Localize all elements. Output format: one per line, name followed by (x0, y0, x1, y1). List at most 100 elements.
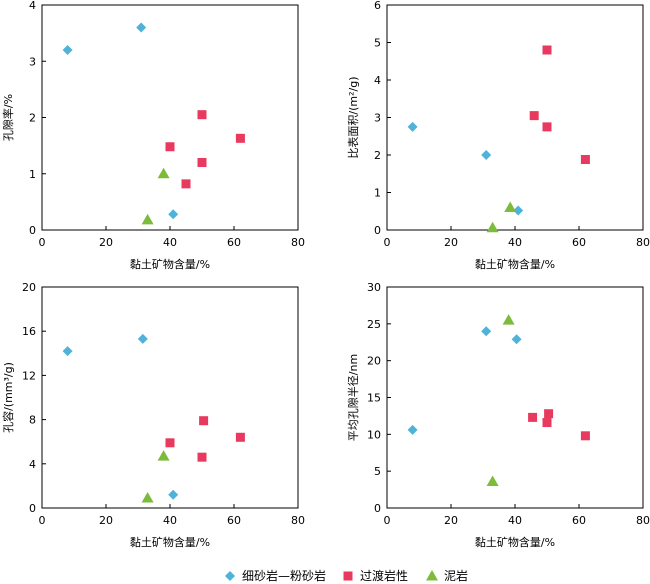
data-point-diamond (137, 333, 148, 344)
x-tick-label: 80 (291, 236, 305, 249)
data-point-diamond (168, 209, 179, 220)
y-tick-label: 30 (367, 281, 381, 294)
data-point-square (580, 431, 590, 441)
data-point-diamond (62, 346, 73, 357)
data-point-triangle (157, 167, 170, 179)
x-axis-title: 黏土矿物含量/% (130, 257, 210, 271)
x-tick-label: 60 (572, 514, 586, 527)
legend-label: 过渡岩性 (360, 568, 408, 583)
data-point-square (542, 418, 552, 428)
plot-frame (41, 286, 299, 509)
data-point-square (235, 133, 245, 143)
x-tick-label: 60 (227, 236, 241, 249)
data-point-triangle (504, 201, 517, 212)
data-point-square (181, 179, 191, 189)
data-point-square (542, 45, 552, 55)
x-axis-title: 黏土矿物含量/% (130, 535, 210, 549)
x-tick-label: 60 (227, 514, 241, 527)
data-point-square (235, 432, 245, 442)
x-tick-label: 0 (39, 236, 46, 249)
y-tick-label: 10 (367, 428, 381, 441)
data-point-diamond (407, 424, 418, 435)
data-point-diamond (511, 334, 522, 345)
legend-item: 过渡岩性 (343, 568, 408, 583)
x-tick-label: 0 (384, 514, 391, 527)
x-tick-label: 40 (508, 514, 522, 527)
y-tick-label: 5 (374, 37, 381, 50)
y-tick-label: 5 (374, 465, 381, 478)
x-tick-label: 20 (99, 514, 113, 527)
x-tick-label: 60 (572, 236, 586, 249)
data-point-square (529, 111, 539, 121)
data-point-diamond (168, 489, 179, 500)
x-tick-label: 40 (508, 236, 522, 249)
y-tick-label: 0 (29, 224, 36, 237)
y-tick-label: 0 (29, 502, 36, 515)
y-axis-title: 平均孔隙半径/nm (346, 354, 360, 441)
y-tick-label: 0 (374, 224, 381, 237)
legend-item: 泥岩 (426, 568, 468, 583)
plot-frame (386, 4, 644, 231)
legend-item: 细砂岩—粉砂岩 (225, 568, 326, 583)
y-tick-label: 15 (367, 392, 381, 405)
y-tick-label: 1 (29, 168, 36, 181)
data-point-triangle (486, 221, 499, 233)
x-tick-label: 20 (444, 514, 458, 527)
x-axis-title: 黏土矿物含量/% (475, 535, 555, 549)
data-point-square (542, 122, 552, 132)
x-axis-title: 黏土矿物含量/% (475, 257, 555, 271)
scatter-panel-3: 0 20 40 60 80 0 4 8 12 16 20 黏土矿物含量/% 孔容/(mm³/g) (1, 281, 305, 549)
data-point-triangle (486, 475, 499, 486)
data-point-triangle (141, 492, 154, 503)
plot-frame (386, 286, 644, 509)
data-point-diamond (481, 326, 492, 337)
data-point-square (197, 158, 207, 167)
x-tick-label: 0 (39, 514, 46, 527)
x-tick-label: 80 (636, 236, 650, 249)
data-point-triangle (502, 314, 515, 325)
x-tick-label: 0 (384, 236, 391, 249)
legend-marker-triangle (426, 570, 438, 581)
data-point-square (165, 438, 175, 448)
y-axis-title: 孔容/(mm³/g) (1, 362, 15, 433)
data-point-diamond (136, 22, 147, 33)
legend-marker-diamond (225, 571, 235, 581)
data-point-square (197, 452, 207, 462)
scatter-panel-2: 0 20 40 60 80 0 1 2 3 4 5 6 黏土矿物含量/% 比表面积/(m²/g) (346, 0, 650, 271)
legend-label: 泥岩 (444, 568, 468, 583)
y-tick-label: 2 (374, 149, 381, 162)
y-tick-label: 8 (29, 414, 36, 427)
data-point-square (199, 416, 209, 426)
data-point-triangle (141, 213, 154, 225)
y-tick-label: 3 (374, 112, 381, 125)
data-point-diamond (62, 45, 73, 55)
x-tick-label: 80 (636, 514, 650, 527)
data-point-triangle (157, 450, 170, 461)
data-point-diamond (513, 205, 524, 216)
x-tick-label: 20 (444, 236, 458, 249)
x-tick-label: 40 (163, 514, 177, 527)
y-tick-label: 0 (374, 502, 381, 515)
y-tick-label: 25 (367, 318, 381, 331)
data-point-square (580, 155, 590, 164)
y-axis-title: 孔隙率/% (1, 94, 15, 141)
scatter-panel-1: 0 20 40 60 80 0 1 2 3 4 黏土矿物含量/% 孔隙率/% (1, 0, 305, 271)
y-tick-label: 4 (374, 74, 381, 87)
y-axis-title: 比表面积/(m²/g) (346, 76, 360, 158)
y-tick-label: 16 (22, 325, 36, 338)
data-point-diamond (407, 121, 418, 132)
scatter-panel-4: 0 20 40 60 80 0 5 10 15 20 25 30 黏土矿物含量/% 平均孔隙半径/nm (346, 281, 650, 549)
x-tick-label: 40 (163, 236, 177, 249)
legend: 细砂岩—粉砂岩 过渡岩性 泥岩 (225, 568, 468, 583)
y-tick-label: 1 (374, 187, 381, 200)
y-tick-label: 20 (367, 355, 381, 368)
data-point-diamond (481, 150, 492, 160)
x-tick-label: 20 (99, 236, 113, 249)
plot-frame (41, 4, 299, 231)
legend-label: 细砂岩—粉砂岩 (242, 568, 326, 583)
data-point-square (165, 142, 175, 152)
y-tick-label: 6 (374, 0, 381, 12)
data-point-square (197, 110, 207, 120)
y-tick-label: 20 (22, 281, 36, 294)
